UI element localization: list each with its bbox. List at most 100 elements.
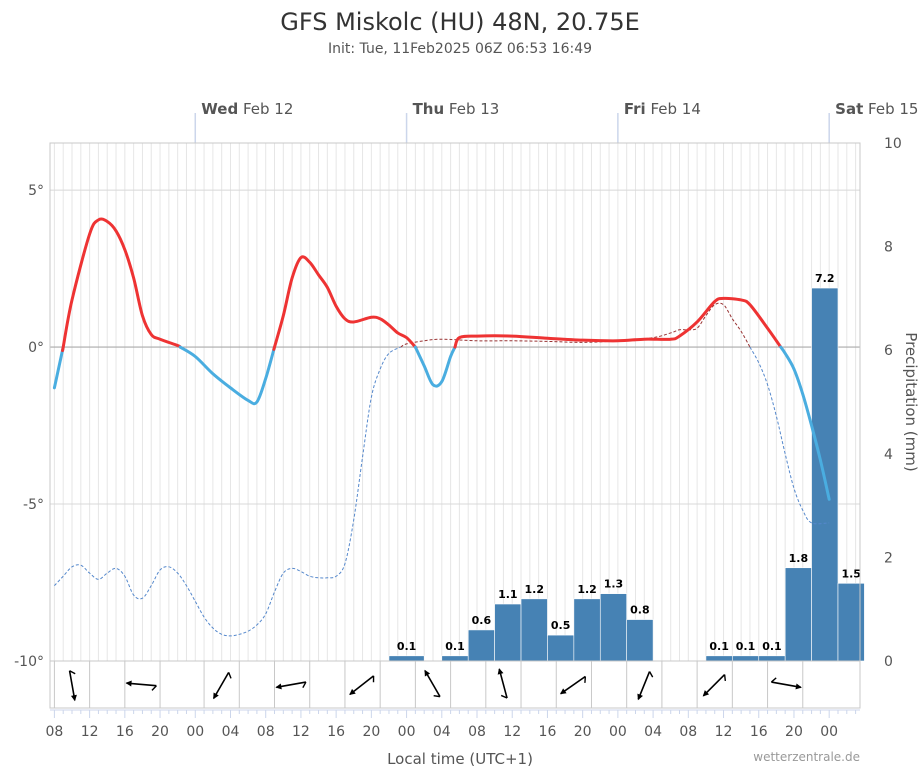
- axes: 08 12 16 20 00 04 08 12 16 20 00 04 08 12 16 20 00 04 08 12…: [14, 136, 902, 740]
- precip-bar-label: 0.6: [472, 614, 492, 627]
- precip-tick-label: 8: [884, 240, 893, 256]
- precip-tick-label: 4: [884, 447, 893, 463]
- temperature-line: [453, 296, 783, 349]
- precip-bar: [441, 655, 469, 662]
- temp-tick-label: -10°: [14, 654, 44, 670]
- x-axis-label: Local time (UTC+1): [387, 750, 533, 768]
- x-tick-label: 04: [222, 724, 240, 740]
- x-tick-label: 16: [116, 724, 134, 740]
- series-lines: [52, 217, 831, 637]
- precip-bar-label: 1.2: [577, 583, 597, 596]
- dewpoint-line: [400, 302, 752, 349]
- wind-barb: [212, 671, 232, 700]
- precipitation-bars: 0.1 0.1 0.6 1.1 1.2 0.5 1.2 1.3 0.8 0.1 0.1 0.1 1.8 7…: [388, 272, 865, 662]
- precip-bar-label: 1.5: [841, 567, 861, 580]
- day-label: Sat Feb 15: [835, 100, 918, 118]
- precip-bar-label: 0.1: [762, 640, 782, 653]
- wind-barb-shaft: [560, 675, 586, 695]
- x-tick-label: 20: [362, 724, 380, 740]
- precip-bar-label: 1.1: [498, 588, 518, 601]
- wind-barb-head: [70, 694, 77, 702]
- wind-barb-head: [702, 690, 710, 697]
- wind-barb: [424, 669, 441, 698]
- day-markers: Wed Feb 12 Thu Feb 13 Fri Feb 14 Sat Feb 15: [194, 100, 918, 143]
- precip-bar: [573, 598, 601, 662]
- wind-row: [50, 660, 860, 708]
- wind-barb-tick: [648, 671, 654, 678]
- precip-bar: [547, 634, 575, 662]
- precip-bar-label: 0.1: [445, 640, 465, 653]
- wind-barb: [559, 675, 587, 695]
- day-label: Fri Feb 14: [624, 100, 701, 118]
- x-tick-label: 16: [750, 724, 768, 740]
- precip-axis-label: Precipitation (mm): [902, 332, 920, 471]
- dewpoint-line: [749, 346, 830, 525]
- temp-tick-label: -5°: [23, 497, 44, 513]
- temperature-line: [413, 345, 457, 388]
- precip-bar: [811, 287, 839, 662]
- x-tick-label: 16: [327, 724, 345, 740]
- precip-tick-label: 6: [884, 343, 893, 359]
- plot-frame: [49, 142, 861, 709]
- precip-bar: [626, 619, 654, 662]
- precip-bar: [784, 567, 812, 662]
- wind-barb-head: [213, 692, 219, 700]
- dewpoint-line: [54, 346, 401, 637]
- x-tick-label: 00: [820, 724, 838, 740]
- x-tick-label: 20: [574, 724, 592, 740]
- precip-bar: [520, 598, 548, 662]
- chart-title: GFS Miskolc (HU) 48N, 20.75E: [280, 8, 640, 36]
- x-tick-label: 08: [468, 724, 486, 740]
- precip-bar: [599, 593, 627, 662]
- precip-bar: [467, 629, 495, 662]
- x-tick-label: 00: [609, 724, 627, 740]
- wind-barb-head: [497, 668, 504, 675]
- wind-barb: [770, 677, 802, 690]
- x-tick-label: 04: [433, 724, 451, 740]
- x-tick-label: 12: [81, 724, 99, 740]
- x-tick-label: 00: [398, 724, 416, 740]
- precip-tick-label: 2: [884, 550, 893, 566]
- wind-barb: [637, 671, 654, 701]
- credit-text: wetterzentrale.de: [753, 750, 860, 764]
- precip-bar-label: 7.2: [815, 272, 835, 285]
- wind-barb-tick: [228, 672, 232, 679]
- wind-barb-head: [275, 683, 282, 690]
- temp-tick-label: 0°: [28, 340, 44, 356]
- wind-barb-tick: [151, 685, 157, 691]
- precip-bar-label: 1.2: [524, 583, 544, 596]
- wind-barb-head: [349, 688, 356, 695]
- wind-barb-tick: [69, 670, 76, 675]
- wind-barb: [349, 675, 375, 695]
- wind-barb: [68, 670, 77, 702]
- wind-barb: [125, 680, 157, 691]
- wind-barb-tick: [500, 694, 508, 699]
- x-tick-label: 12: [503, 724, 521, 740]
- precip-tick-label: 0: [884, 654, 893, 670]
- precip-bar: [758, 655, 786, 662]
- wind-barb-tick: [584, 676, 587, 683]
- precip-bar-label: 0.8: [630, 604, 650, 617]
- temperature-line: [779, 345, 831, 501]
- wind-barb-tick: [723, 674, 727, 682]
- temperature-line: [52, 345, 65, 390]
- wind-barb-tick: [372, 675, 375, 683]
- wind-barb-tick: [433, 694, 441, 698]
- x-tick-label: 20: [151, 724, 169, 740]
- precip-bar: [705, 655, 733, 662]
- x-tick-label: 08: [45, 724, 63, 740]
- wind-barb-tick: [770, 677, 777, 683]
- temperature-line: [61, 217, 182, 353]
- x-tick-label: 16: [539, 724, 557, 740]
- wind-barb: [702, 674, 727, 697]
- temperature-line: [272, 255, 418, 351]
- wind-barb-head: [795, 683, 802, 690]
- day-label: Thu Feb 13: [413, 100, 500, 118]
- wind-barb: [275, 681, 307, 690]
- temperature-line: [178, 345, 277, 406]
- x-tick-label: 04: [644, 724, 662, 740]
- wind-barb-head: [424, 669, 431, 677]
- grid: [50, 143, 860, 662]
- precip-bar-label: 0.1: [397, 640, 417, 653]
